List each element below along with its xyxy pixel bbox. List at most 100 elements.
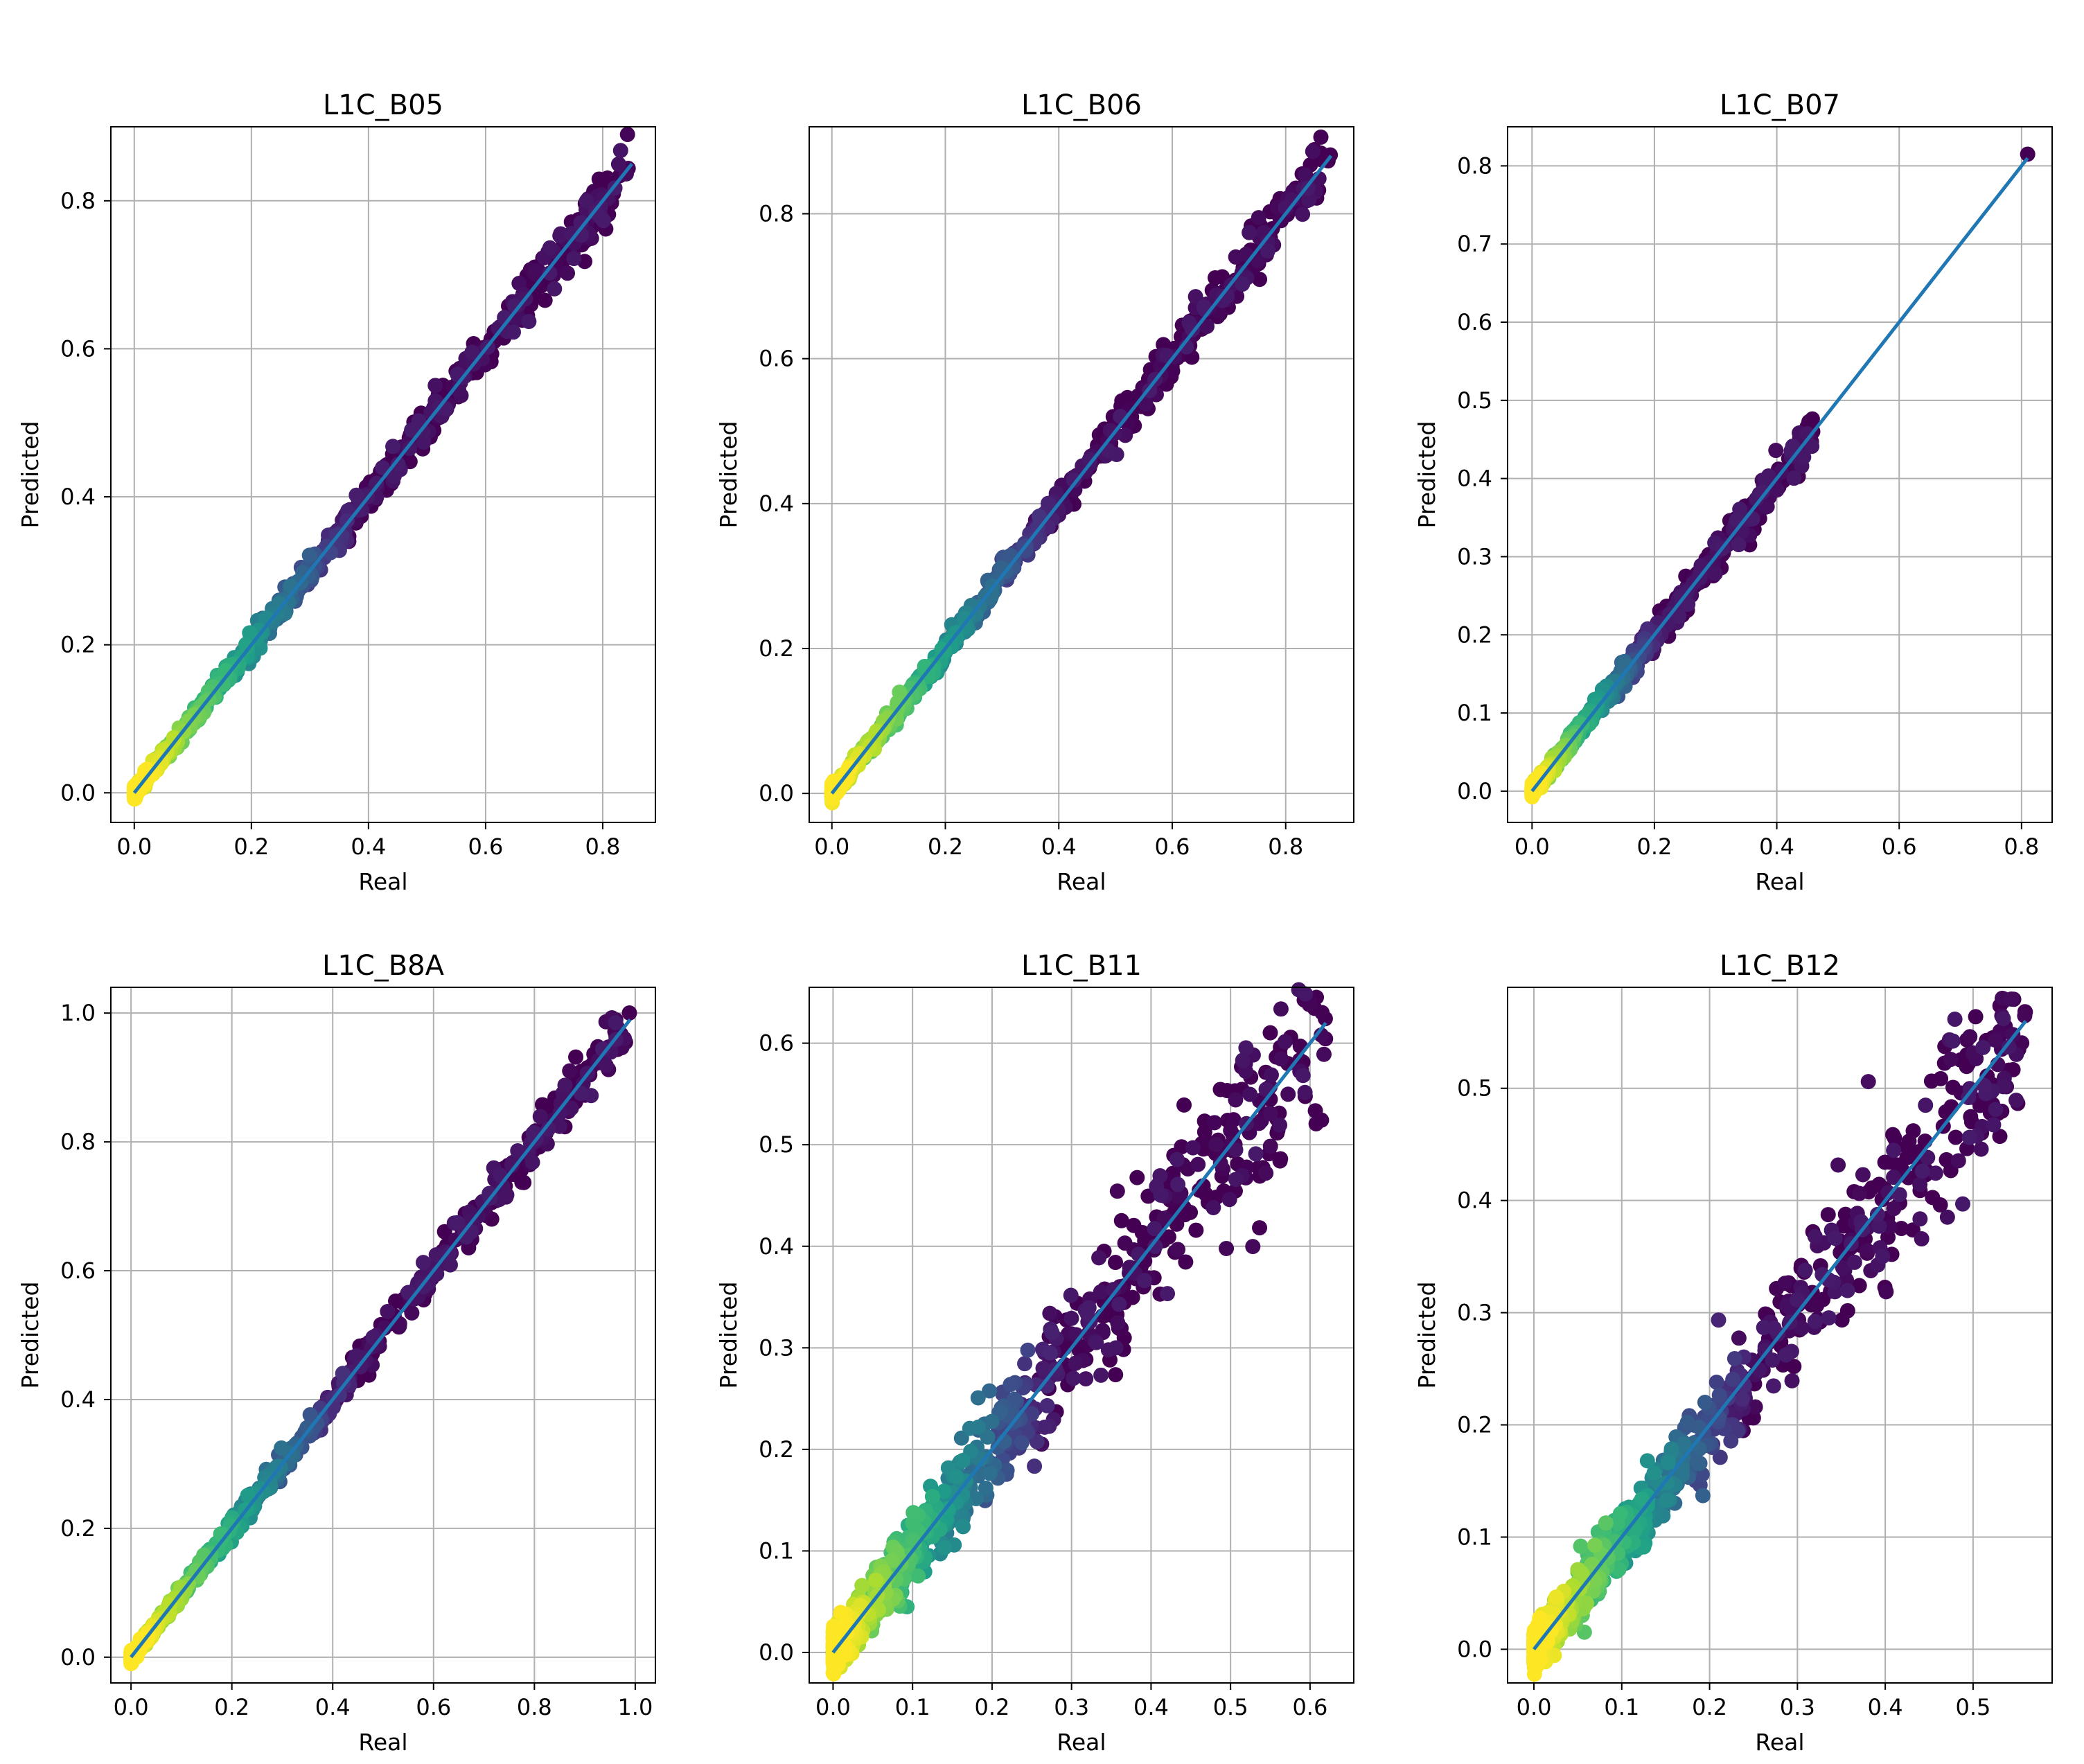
scatter-point <box>1313 129 1329 145</box>
scatter-point <box>1927 1165 1943 1181</box>
x-tick-label: 0.5 <box>1213 1694 1248 1720</box>
scatter-point <box>1947 1012 1963 1027</box>
scatter-point <box>1238 1040 1254 1056</box>
scatter-point <box>1206 1199 1221 1215</box>
y-tick-label: 0.1 <box>759 1537 794 1564</box>
y-tick-label: 0.0 <box>60 779 96 806</box>
x-tick-label: 0.2 <box>233 834 269 860</box>
subplot-4: 0.0 0.1 0.2 0.3 0.4 0.5 0.60.00.10.20.30.40.50… <box>715 950 1354 1756</box>
scatter-point <box>1273 1001 1289 1017</box>
scatter-point <box>1188 1222 1204 1238</box>
scatter-point <box>1988 1102 2004 1118</box>
y-tick-label: 0.4 <box>759 1233 794 1260</box>
scatter-point <box>1221 1192 1237 1208</box>
scatter-point <box>1878 1284 1894 1300</box>
x-tick-label: 0.6 <box>416 1694 451 1720</box>
scatter-point <box>1036 1419 1052 1435</box>
scatter-point <box>610 156 626 172</box>
scatter-point <box>1820 1207 1836 1223</box>
x-axis-label: Real <box>1057 1729 1106 1756</box>
scatter-point <box>948 1469 964 1485</box>
scatter-point <box>1962 1029 1978 1045</box>
scatter-point <box>450 1215 466 1231</box>
scatter-point <box>1245 1239 1261 1255</box>
scatter-point <box>1295 206 1311 222</box>
fit-line <box>831 1021 1327 1654</box>
y-tick-label: 0.5 <box>759 1131 794 1158</box>
scatter-point <box>955 1519 971 1535</box>
scatter-point <box>1208 1136 1224 1152</box>
x-tick-label: 0.6 <box>1292 1694 1327 1720</box>
scatter-point <box>537 292 553 308</box>
scatter-point <box>1986 1117 2002 1133</box>
scatter-point <box>1017 1356 1033 1372</box>
subplot-title: L1C_B05 <box>323 89 443 121</box>
scatter-points <box>824 129 1339 811</box>
y-tick-label: 0.2 <box>1457 621 1492 648</box>
scatter-point <box>1948 1129 1963 1145</box>
scatter-point <box>1901 1134 1917 1149</box>
subplot-title: L1C_B07 <box>1720 89 1840 121</box>
scatter-point <box>274 1440 290 1456</box>
scatter-point <box>1777 1276 1793 1291</box>
scatter-point <box>1235 276 1251 292</box>
scatter-point <box>984 1413 1000 1429</box>
fit-line <box>830 155 1333 795</box>
scatter-point <box>1939 1209 1955 1225</box>
scatter-point <box>608 1015 624 1031</box>
scatter-point <box>1063 1310 1079 1326</box>
scatter-point <box>1298 986 1314 1002</box>
x-tick-label: 0.2 <box>974 1694 1009 1720</box>
scatter-point <box>1912 1211 1928 1227</box>
scatter-point <box>1821 1310 1837 1326</box>
scatter-point <box>411 413 427 429</box>
scatter-point <box>867 1572 883 1588</box>
x-tick-label: 0.0 <box>1515 834 1550 860</box>
scatter-point <box>1809 1297 1825 1313</box>
scatter-point <box>982 1465 998 1481</box>
scatter-point <box>301 547 317 563</box>
y-tick-label: 0.6 <box>60 335 96 362</box>
y-tick-label: 0.6 <box>759 346 794 372</box>
scatter-point <box>1973 1141 1989 1157</box>
scatter-point <box>1272 1153 1288 1169</box>
subplot-0: 0.0 0.2 0.4 0.6 0.80.00.20.40.60.8L1C_B05Rea… <box>17 89 656 895</box>
scatter-point <box>1108 1367 1124 1383</box>
scatter-point <box>560 265 576 281</box>
y-tick-label: 0.6 <box>759 1030 794 1057</box>
scatter-point <box>1251 210 1266 226</box>
scatter-point <box>1860 1243 1875 1259</box>
y-tick-label: 0.1 <box>1457 700 1492 726</box>
scatter-point <box>521 313 537 329</box>
scatter-point <box>1768 443 1784 459</box>
x-tick-label: 0.4 <box>1133 1694 1169 1720</box>
subplot-5: 0.0 0.1 0.2 0.3 0.4 0.50.00.10.20.30.40.5L1C_… <box>1413 950 2053 1756</box>
scatter-point <box>1207 1115 1223 1131</box>
scatter-point <box>1258 1165 1274 1181</box>
y-tick-label: 0.4 <box>1457 466 1492 492</box>
scatter-point <box>924 1488 940 1504</box>
scatter-point <box>506 324 522 340</box>
scatter-point <box>1945 1033 1961 1049</box>
scatter-point <box>1039 1397 1055 1413</box>
scatter-point <box>1068 1355 1084 1371</box>
subplot-3: 0.0 0.2 0.4 0.6 0.8 1.00.00.20.40.60.81.0L1C_… <box>17 950 656 1756</box>
scatter-point <box>1995 1011 2011 1027</box>
scatter-point <box>1918 1097 1934 1113</box>
scatter-point <box>1262 1138 1278 1154</box>
scatter-point <box>1968 1009 1984 1025</box>
y-axis-label: Predicted <box>715 1282 742 1389</box>
scatter-point <box>1242 224 1257 240</box>
scatter-point <box>619 127 635 143</box>
scatter-point <box>1018 543 1034 558</box>
scatter-point <box>1923 1073 1939 1089</box>
scatter-point <box>1839 1282 1855 1298</box>
y-tick-label: 0.2 <box>60 632 96 658</box>
scatter-point <box>579 193 594 209</box>
scatter-points <box>825 982 1334 1682</box>
scatter-point <box>595 213 611 229</box>
scatter-point <box>1784 1373 1800 1388</box>
scatter-point <box>1031 509 1047 524</box>
y-tick-label: 0.2 <box>60 1515 96 1542</box>
scatter-point <box>527 263 543 279</box>
